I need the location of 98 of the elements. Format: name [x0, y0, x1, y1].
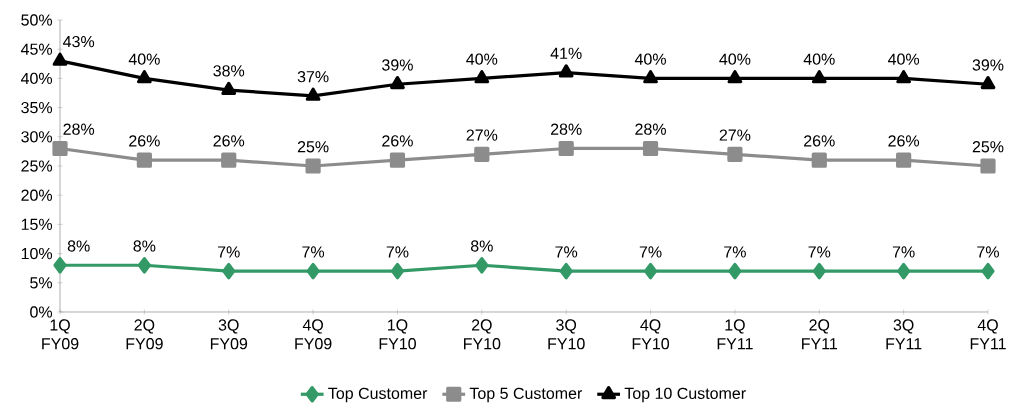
point	[305, 87, 321, 101]
x-tick-label: 4Q FY10	[632, 319, 670, 350]
point	[558, 64, 574, 78]
data-label: 7%	[302, 246, 325, 258]
x-tick-label: 1Q FY11	[717, 319, 753, 350]
data-label: 40%	[634, 53, 666, 65]
point	[390, 262, 405, 280]
point	[474, 70, 490, 84]
x-tick-label: 2Q FY09	[126, 319, 163, 350]
y-tick-label: 50%	[21, 14, 53, 26]
data-label: 26%	[804, 135, 835, 147]
point	[642, 140, 659, 157]
point	[52, 140, 68, 157]
point	[305, 158, 321, 174]
data-label: 27%	[466, 129, 498, 141]
x-tick-label: 2Q FY10	[464, 319, 501, 350]
y-tick-label: 45%	[20, 43, 53, 55]
data-label: 39%	[972, 59, 1004, 71]
point	[897, 262, 911, 280]
data-label: 8%	[470, 240, 493, 252]
data-label: 37%	[297, 70, 329, 83]
point	[137, 257, 151, 274]
x-tick-label: 4Q FY09	[295, 319, 332, 350]
point	[812, 262, 826, 280]
point	[389, 152, 406, 168]
point	[727, 70, 743, 84]
point	[474, 146, 490, 162]
data-label: 8%	[133, 240, 156, 252]
point	[896, 152, 912, 168]
data-label: 7%	[808, 246, 831, 258]
point	[221, 81, 237, 96]
legend-label: Top 10 Customer	[624, 387, 746, 403]
data-label: 7%	[892, 246, 915, 258]
y-tick-label: 25%	[21, 160, 53, 172]
data-label: 7%	[217, 246, 240, 258]
data-label: 26%	[382, 135, 413, 147]
point	[811, 152, 827, 168]
data-label: 40%	[719, 53, 751, 65]
y-tick-label: 40%	[20, 72, 53, 85]
point	[981, 262, 995, 280]
point	[558, 140, 574, 157]
point	[896, 70, 912, 84]
x-tick-label: 3Q FY11	[886, 319, 922, 350]
point	[137, 70, 152, 84]
y-tick-label: 5%	[30, 277, 53, 289]
point	[643, 262, 658, 280]
x-tick-label: 3Q FY09	[210, 319, 248, 350]
point	[306, 262, 320, 280]
point	[643, 70, 658, 84]
legend-label: Top Customer	[328, 387, 428, 403]
point	[727, 146, 743, 162]
data-label: 26%	[213, 135, 245, 147]
data-label: 28%	[550, 123, 582, 135]
y-tick-label: 30%	[21, 131, 53, 143]
point	[52, 52, 68, 66]
data-label: 7%	[977, 246, 999, 258]
data-label: 7%	[555, 246, 578, 258]
point	[53, 257, 67, 274]
data-label: 8%	[67, 240, 90, 252]
data-label: 28%	[635, 123, 666, 135]
point	[475, 257, 489, 274]
point	[728, 262, 742, 280]
data-label: 38%	[213, 65, 245, 77]
y-tick-label: 15%	[21, 218, 53, 231]
x-tick-label: 2Q FY11	[802, 319, 838, 350]
data-label: 26%	[129, 135, 160, 147]
point	[980, 75, 996, 90]
data-label: 25%	[297, 141, 329, 153]
data-label: 43%	[63, 35, 95, 48]
x-tick-label: 4Q FY11	[970, 319, 1006, 350]
data-label: 7%	[639, 246, 662, 258]
data-label: 25%	[972, 141, 1004, 153]
point	[559, 262, 573, 280]
y-tick-label: 0%	[30, 306, 53, 318]
data-label: 7%	[386, 246, 409, 258]
data-label: 28%	[63, 123, 95, 135]
point	[811, 70, 827, 84]
legend-label: Top 5 Customer	[469, 387, 583, 403]
y-tick-label: 20%	[21, 189, 53, 201]
point	[222, 262, 236, 280]
point	[390, 75, 405, 90]
x-tick-label: 3Q FY10	[548, 319, 585, 350]
data-label: 40%	[128, 53, 160, 65]
data-label: 26%	[888, 135, 920, 147]
data-label: 40%	[466, 53, 498, 65]
data-label: 27%	[719, 129, 751, 141]
point	[136, 152, 152, 168]
point	[221, 152, 237, 168]
y-tick-label: 10%	[21, 247, 53, 260]
data-label: 40%	[803, 53, 835, 65]
data-label: 39%	[382, 59, 413, 71]
point	[980, 158, 996, 174]
data-label: 41%	[550, 47, 582, 59]
x-tick-label: 1Q FY10	[379, 319, 416, 350]
data-label: 7%	[724, 246, 746, 258]
data-label: 40%	[888, 53, 920, 65]
y-tick-label: 35%	[21, 101, 53, 114]
x-tick-label: 1Q FY09	[42, 319, 79, 350]
